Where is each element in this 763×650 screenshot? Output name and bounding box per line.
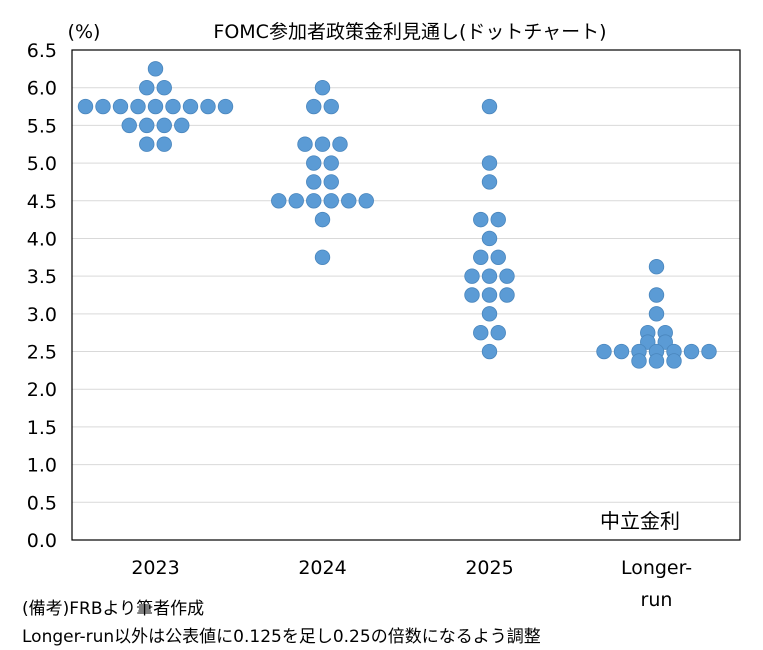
x-tick-label: 2024 — [298, 557, 346, 579]
y-tick-label: 0.0 — [27, 530, 57, 552]
dot — [481, 306, 498, 322]
dot — [648, 306, 665, 322]
dot — [657, 334, 673, 350]
y-tick-label: 4.0 — [27, 228, 57, 250]
dot — [683, 343, 700, 360]
y-axis-unit-label: (%) — [68, 21, 101, 43]
dot — [613, 343, 630, 360]
x-tick-label: 2023 — [131, 557, 179, 579]
chart-title: FOMC参加者政策金利見通し(ドットチャート) — [213, 21, 606, 43]
dot — [473, 211, 489, 228]
y-tick-label: 2.5 — [27, 342, 57, 364]
dot — [121, 117, 137, 134]
dot — [139, 117, 155, 134]
dot — [95, 98, 111, 115]
source-note: (備考)FRBより筆者作成 — [22, 599, 205, 619]
dot — [306, 193, 322, 209]
dot — [701, 343, 717, 360]
dot — [156, 136, 172, 152]
dot — [499, 268, 515, 284]
dot — [156, 79, 172, 96]
dot — [306, 155, 322, 171]
y-tick-label: 5.0 — [27, 153, 57, 175]
y-tick-label: 0.5 — [27, 492, 57, 514]
dot — [631, 353, 647, 369]
dot — [288, 193, 304, 209]
dot — [306, 174, 322, 190]
dot — [481, 174, 498, 190]
dot — [174, 117, 190, 134]
dot — [358, 193, 374, 209]
dot — [112, 98, 129, 115]
dot — [200, 98, 216, 115]
dot — [481, 268, 498, 284]
dot — [490, 249, 506, 266]
dot — [323, 174, 339, 190]
dot — [156, 117, 172, 134]
y-tick-label: 3.5 — [27, 266, 57, 288]
dot — [481, 155, 498, 171]
dot — [217, 98, 234, 115]
dot — [271, 193, 287, 209]
dot — [464, 287, 480, 303]
dot — [481, 287, 498, 303]
dot — [297, 136, 313, 152]
dot — [499, 287, 515, 303]
dot — [481, 343, 498, 360]
y-tick-label: 6.5 — [27, 40, 57, 62]
dot — [314, 211, 331, 228]
dot — [473, 324, 489, 341]
dot — [648, 287, 665, 303]
dot — [490, 211, 506, 228]
dot — [648, 259, 665, 275]
dot — [130, 98, 146, 115]
dot — [147, 61, 164, 77]
dot — [314, 136, 331, 152]
x-tick-label: 2025 — [465, 557, 513, 579]
dot — [596, 343, 612, 360]
plot-area-frame — [71, 49, 741, 541]
dot — [323, 193, 339, 209]
adjustment-note: Longer-run以外は公表値に0.125を足し0.25の倍数になるよう調整 — [22, 627, 541, 647]
x-tick-label: Longer-run — [621, 557, 692, 611]
dot — [165, 98, 181, 115]
dot — [323, 155, 339, 171]
y-tick-label: 5.5 — [27, 115, 57, 137]
dot — [139, 136, 155, 152]
dot — [314, 79, 331, 96]
dot — [314, 249, 331, 266]
dot — [481, 230, 498, 247]
y-tick-labels: 0.0 0.5 1.0 1.5 2.0 2.5 3.0 3.5 4.0 4.5 5.0 5.5 6.0 6… — [27, 40, 57, 552]
y-tick-label: 1.5 — [27, 417, 57, 439]
dot — [640, 334, 656, 350]
dot — [332, 136, 348, 152]
dot — [481, 98, 498, 115]
dot — [306, 98, 322, 115]
dot — [666, 353, 682, 369]
dot — [77, 98, 94, 115]
neutral-rate-annotation: 中立金利 — [600, 509, 680, 533]
dot — [648, 353, 665, 369]
dot — [341, 193, 357, 209]
dot — [464, 268, 480, 284]
dot — [182, 98, 199, 115]
y-tick-label: 4.5 — [27, 191, 57, 213]
y-tick-label: 6.0 — [27, 78, 57, 100]
dot — [473, 249, 489, 266]
x-tick-labels: 2023 2024 2025 Longer-run — [131, 557, 692, 611]
dot — [139, 79, 155, 96]
gridlines — [72, 49, 740, 541]
dots — [77, 61, 717, 369]
y-tick-label: 3.0 — [27, 304, 57, 326]
y-tick-label: 1.0 — [27, 455, 57, 477]
dot — [147, 98, 164, 115]
dot — [323, 98, 339, 115]
y-tick-label: 2.0 — [27, 379, 57, 401]
dot — [490, 324, 506, 341]
